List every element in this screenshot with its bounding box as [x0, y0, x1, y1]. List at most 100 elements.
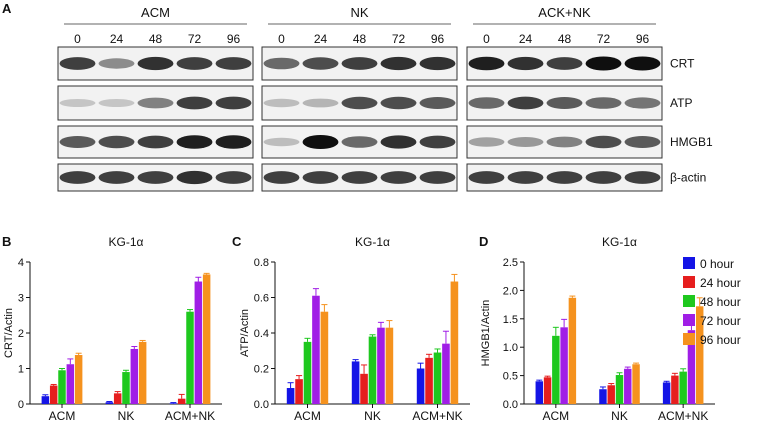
- bar: [186, 311, 194, 404]
- bar: [122, 372, 130, 404]
- y-tick-label: 2: [18, 328, 24, 340]
- y-tick-label: 0.4: [254, 328, 269, 340]
- y-tick-label: 1: [18, 364, 24, 376]
- blot-band: [507, 171, 544, 184]
- bar: [320, 311, 329, 404]
- blot-band: [176, 57, 213, 70]
- blot-band: [263, 171, 300, 184]
- blot-band: [380, 56, 417, 71]
- blot-band: [546, 97, 583, 109]
- x-category-label: ACM: [542, 409, 569, 422]
- blot-band: [59, 57, 96, 70]
- panel-letter: C: [232, 234, 242, 249]
- lane-label: 72: [392, 32, 406, 46]
- row-label: HMGB1: [670, 135, 713, 149]
- blot-band: [380, 96, 417, 110]
- bar: [194, 281, 203, 404]
- bar: [360, 373, 368, 404]
- bar: [377, 327, 385, 404]
- bar: [416, 368, 425, 404]
- bar-chart: B KG-1α CRT/Actin 0 1 2 3 4 ACM NK ACM+NK: [2, 234, 222, 422]
- blot-band: [507, 137, 544, 147]
- bar: [130, 348, 139, 404]
- panel-letter-a: A: [2, 1, 12, 16]
- chart-title: KG-1α: [355, 235, 390, 249]
- blot-band: [59, 99, 96, 107]
- bar: [303, 341, 312, 404]
- x-category-label: NK: [611, 409, 628, 422]
- lane-label: 96: [431, 32, 445, 46]
- y-tick-label: 0.2: [254, 364, 269, 376]
- chart-title: KG-1α: [602, 235, 637, 249]
- bar: [113, 393, 122, 404]
- blot-band: [263, 98, 300, 108]
- blot-band: [341, 96, 378, 110]
- lane-label: 24: [314, 32, 328, 46]
- y-axis-label: ATP/Actin: [239, 309, 251, 357]
- x-category-label: ACM: [294, 409, 321, 422]
- bar: [202, 274, 211, 404]
- blot-band: [624, 97, 661, 109]
- blot-band: [341, 171, 378, 184]
- bar: [66, 364, 75, 404]
- legend-swatch: [683, 295, 695, 307]
- bar: [41, 396, 50, 404]
- bar: [138, 341, 147, 404]
- y-tick-label: 1.5: [503, 314, 518, 326]
- blot-band: [624, 56, 661, 71]
- bar: [425, 357, 433, 404]
- bar: [58, 370, 66, 404]
- y-tick-label: 4: [18, 257, 24, 269]
- x-category-label: NK: [364, 409, 381, 422]
- row-labels: CRT ATP HMGB1 β-actin: [670, 57, 713, 185]
- bar: [632, 364, 640, 404]
- blot-band: [624, 136, 661, 148]
- legend-swatch: [683, 314, 695, 326]
- x-category-label: ACM+NK: [165, 409, 215, 422]
- bar: [662, 382, 671, 404]
- blot-band: [302, 135, 339, 149]
- bar: [615, 375, 624, 404]
- lane-labels: 0 24 48 72 96 0 24 48 72 96 0 24 48 72 96: [74, 32, 649, 46]
- bar: [535, 381, 544, 404]
- blot-band: [419, 56, 456, 71]
- blot-band: [302, 171, 339, 184]
- y-tick-label: 0.0: [254, 399, 269, 411]
- lane-label: 0: [483, 32, 490, 46]
- blot-band: [302, 57, 339, 70]
- bar: [295, 379, 303, 404]
- blot-band: [419, 97, 456, 109]
- y-tick-label: 2.0: [503, 285, 518, 297]
- blot-band: [98, 171, 135, 184]
- legend-label: 0 hour: [700, 257, 734, 271]
- blot-band: [585, 97, 622, 109]
- blot-band: [468, 137, 505, 147]
- blot-band: [215, 135, 252, 149]
- row-label: β-actin: [670, 171, 706, 185]
- y-tick-label: 1.0: [503, 342, 518, 354]
- y-axis-label: CRT/Actin: [3, 308, 15, 358]
- blot-band: [468, 56, 505, 71]
- blot-band: [585, 56, 622, 71]
- bar: [679, 371, 687, 404]
- row-label: ATP: [670, 96, 692, 110]
- legend-swatch: [683, 333, 695, 345]
- legend: 0 hour 24 hour 48 hour 72 hour 96 hour: [683, 257, 741, 347]
- lane-label: 72: [597, 32, 611, 46]
- blot-band: [380, 135, 417, 149]
- blot-band: [176, 96, 213, 110]
- y-axis-label: HMGB1/Actin: [480, 300, 492, 367]
- blot-band: [215, 57, 252, 70]
- bar: [607, 385, 615, 404]
- blot-band: [585, 135, 622, 149]
- blot-band: [546, 57, 583, 70]
- chart-title: KG-1α: [109, 235, 144, 249]
- lane-label: 48: [353, 32, 367, 46]
- blot-band: [263, 57, 300, 70]
- y-tick-label: 2.5: [503, 257, 518, 269]
- blot-band: [419, 171, 456, 184]
- bar: [695, 306, 704, 404]
- blot-band: [507, 56, 544, 71]
- blot-band: [59, 171, 96, 184]
